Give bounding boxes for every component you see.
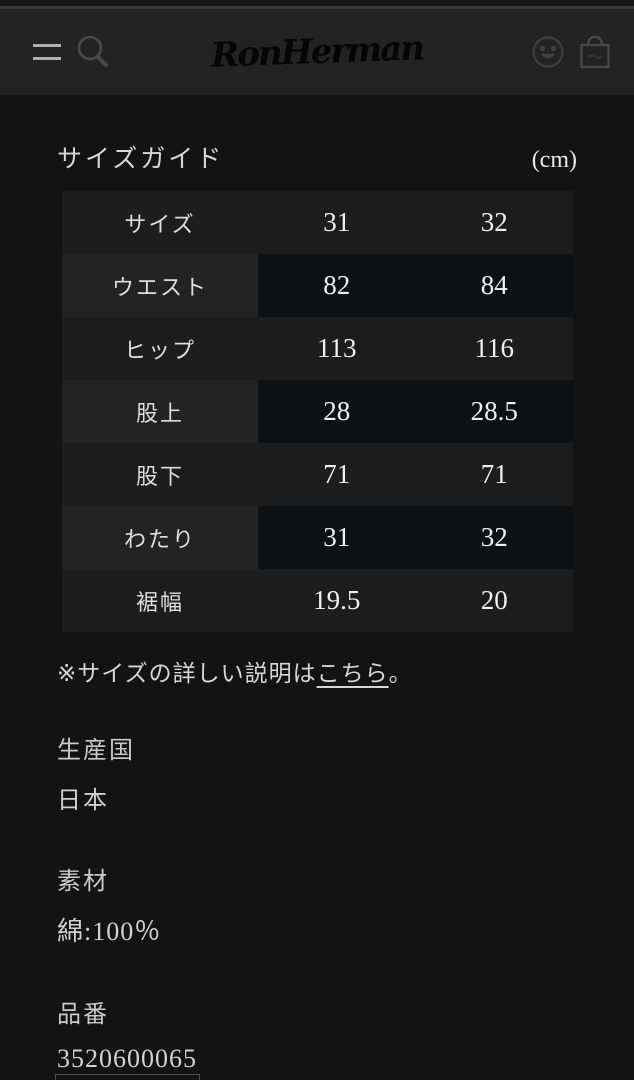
account-button[interactable]	[531, 35, 565, 69]
detail-item-number: 品番 3520600065	[57, 994, 577, 1074]
row-value: 84	[415, 254, 573, 317]
product-details: 生産国 日本 素材 綿:100％ 品番 3520600065	[57, 730, 577, 1074]
hamburger-icon	[33, 57, 61, 60]
table-row: 股上 28 28.5	[62, 380, 573, 443]
detail-value: 日本	[57, 787, 109, 814]
row-value: 32	[415, 191, 573, 254]
menu-button[interactable]	[33, 44, 61, 60]
row-label: ヒップ	[62, 317, 258, 380]
detail-material: 素材 綿:100％	[57, 861, 577, 948]
row-value: 28.5	[415, 380, 573, 443]
detail-label: 素材	[57, 869, 109, 895]
size-guide-title: サイズガイド	[57, 146, 225, 173]
row-value: 71	[415, 443, 573, 506]
size-guide-header: サイズガイド (cm)	[57, 139, 577, 175]
row-value: 116	[415, 317, 573, 380]
table-row: 股下 71 71	[62, 443, 573, 506]
size-note-period: 。	[388, 660, 413, 686]
search-button[interactable]	[75, 34, 111, 70]
next-element-peek[interactable]	[55, 1074, 200, 1080]
top-divider	[0, 6, 634, 9]
size-note-text: ※サイズの詳しい説明は	[57, 660, 317, 686]
row-value: 82	[258, 254, 416, 317]
row-value: 19.5	[258, 569, 416, 632]
row-value: 28	[258, 380, 416, 443]
table-row: 裾幅 19.5 20	[62, 569, 573, 632]
size-guide-table: サイズ 31 32 ウエスト 82 84 ヒップ 113 116 股上 28 2…	[62, 191, 573, 632]
row-label: 股下	[62, 443, 258, 506]
unit-label: (cm)	[531, 147, 577, 173]
table-row: サイズ 31 32	[62, 191, 573, 254]
smiley-face-icon	[532, 36, 564, 68]
table-row: ウエスト 82 84	[62, 254, 573, 317]
row-value: 32	[415, 506, 573, 569]
size-note: ※サイズの詳しい説明はこちら。	[57, 654, 577, 688]
table-row: ヒップ 113 116	[62, 317, 573, 380]
row-value: 71	[258, 443, 416, 506]
search-icon	[77, 35, 109, 68]
row-value: 20	[415, 569, 573, 632]
row-label: わたり	[62, 506, 258, 569]
row-label: 股上	[62, 380, 258, 443]
detail-label: 生産国	[57, 738, 135, 764]
row-value: 31	[258, 506, 416, 569]
site-header: RonHerman	[0, 9, 634, 95]
hamburger-icon	[33, 44, 61, 47]
shopping-bag-icon	[580, 35, 610, 69]
row-label: ウエスト	[62, 254, 258, 317]
size-detail-link[interactable]: こちら	[316, 660, 389, 686]
cart-button[interactable]	[578, 34, 612, 70]
row-label: サイズ	[62, 191, 258, 254]
detail-country: 生産国 日本	[57, 730, 577, 815]
product-info-section: サイズガイド (cm) サイズ 31 32 ウエスト 82 84 ヒップ 113…	[0, 139, 634, 1074]
table-row: わたり 31 32	[62, 506, 573, 569]
detail-value: 綿:100％	[57, 917, 162, 946]
detail-value: 3520600065	[57, 1044, 197, 1073]
row-label: 裾幅	[62, 569, 258, 632]
top-strip	[0, 0, 634, 6]
row-value: 113	[258, 317, 416, 380]
row-value: 31	[258, 191, 416, 254]
detail-label: 品番	[57, 1002, 109, 1028]
